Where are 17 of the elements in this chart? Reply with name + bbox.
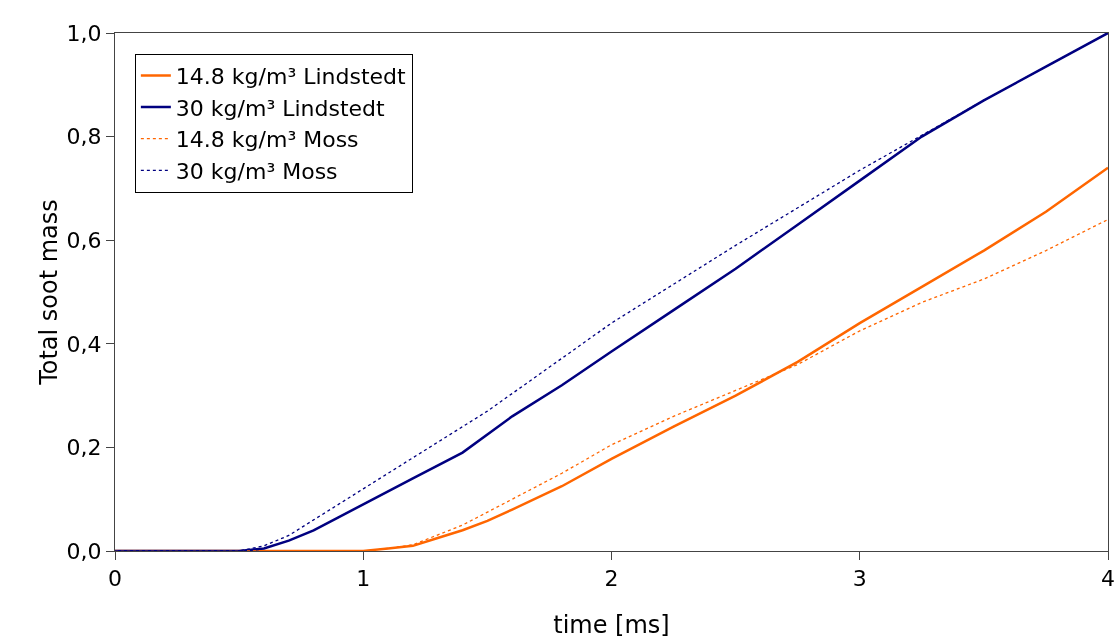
legend-label: 30 kg/m³ Moss xyxy=(175,158,338,184)
legend-label: 14.8 kg/m³ Lindstedt xyxy=(175,64,407,90)
x-tick-label: 1 xyxy=(356,566,371,592)
y-tick-label: 0,4 xyxy=(66,331,102,357)
y-tick-label: 0,0 xyxy=(66,538,102,564)
x-tick-label: 3 xyxy=(852,566,867,592)
x-tick-label: 0 xyxy=(108,566,122,592)
legend-label: 14.8 kg/m³ Moss xyxy=(175,127,359,153)
y-tick-label: 0,6 xyxy=(66,227,102,253)
x-tick-label: 2 xyxy=(604,566,619,592)
x-axis-title: time [ms] xyxy=(553,611,670,639)
y-tick-label: 1,0 xyxy=(66,20,102,46)
y-tick-label: 0,2 xyxy=(66,435,102,461)
y-axis-title: Total soot mass xyxy=(35,199,63,386)
y-tick-label: 0,8 xyxy=(66,124,102,150)
legend-label: 30 kg/m³ Lindstedt xyxy=(175,95,386,121)
x-tick-label: 4 xyxy=(1101,566,1115,592)
